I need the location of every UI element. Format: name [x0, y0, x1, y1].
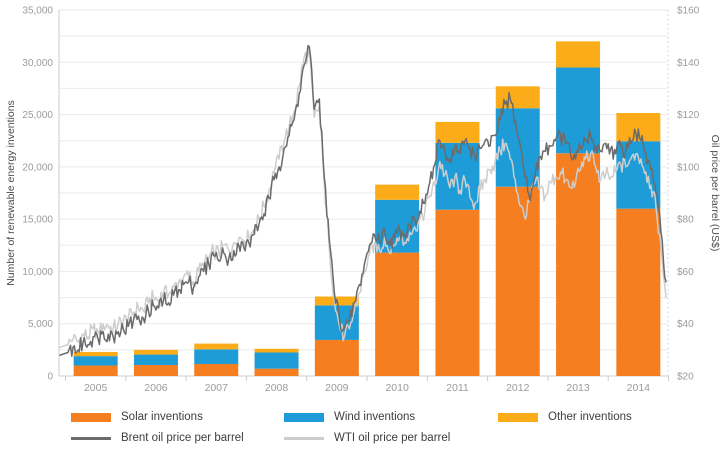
bars-group [73, 41, 661, 376]
bar-segment [254, 348, 299, 353]
axis-labels: 0 5,000 10,000 15,000 20,000 25,000 30,000 35,0… [5, 6, 721, 395]
x-tick-label: 2007 [205, 382, 229, 394]
bar-segment [616, 208, 661, 376]
y-left-tick-label: 10,000 [22, 267, 53, 278]
x-tick-label: 2006 [144, 382, 168, 394]
x-tick-label: 2012 [506, 382, 530, 394]
y-left-tick-label: 5,000 [28, 319, 53, 330]
y-right-tick-label: $40 [677, 319, 694, 330]
legend-label: WTI oil price per barrel [334, 432, 451, 444]
bar-segment [133, 349, 178, 355]
bar-segment [375, 199, 420, 253]
bar-segment [254, 352, 299, 369]
x-tick-label: 2013 [566, 382, 590, 394]
y-left-tick-label: 15,000 [22, 215, 53, 226]
legend-label: Solar inventions [121, 411, 203, 423]
y-right-tick-label: $160 [677, 6, 700, 17]
oil-price-lines [59, 44, 667, 357]
y-left-tick-label: 30,000 [22, 58, 53, 69]
bar-segment [194, 363, 239, 376]
legend-label: Other inventions [548, 411, 632, 423]
x-tick-label: 2008 [265, 382, 289, 394]
x-tick-label: 2010 [385, 382, 409, 394]
legend-item-solar: Solar inventions [71, 408, 203, 426]
legend-item-wind: Wind inventions [284, 408, 415, 426]
x-tick-label: 2009 [325, 382, 349, 394]
bar-segment [495, 186, 540, 376]
wti-price-line [59, 49, 667, 348]
bar-segment [73, 351, 118, 357]
bar-segment [375, 184, 420, 200]
x-tick-label: 2011 [446, 382, 469, 394]
legend-item-wti: WTI oil price per barrel [284, 429, 450, 447]
y-right-tick-label: $140 [677, 58, 700, 69]
solar-swatch-icon [71, 412, 111, 422]
y-right-tick-label: $80 [677, 215, 694, 226]
bar-segment [314, 339, 359, 376]
y-left-tick-label: 35,000 [22, 6, 53, 17]
y-left-axis-title: Number of renewable energy inventions [5, 100, 17, 286]
bar-segment [495, 86, 540, 109]
wti-line-swatch-icon [284, 436, 324, 440]
y-right-tick-label: $120 [677, 110, 700, 121]
bar-segment [435, 209, 480, 376]
bar-segment [556, 41, 601, 68]
bar-segment [194, 349, 239, 364]
bar-segment [73, 365, 118, 376]
legend-label: Brent oil price per barrel [121, 432, 244, 444]
bar-segment [616, 113, 661, 142]
bar-segment [194, 343, 239, 350]
y-left-tick-label: 0 [47, 372, 53, 383]
brent-line-swatch-icon [71, 436, 111, 440]
x-tick-label: 2014 [627, 382, 651, 394]
x-tick-label: 2005 [84, 382, 108, 394]
wind-swatch-icon [284, 412, 324, 422]
bar-segment [556, 153, 601, 376]
legend-item-brent: Brent oil price per barrel [71, 429, 244, 447]
legend-item-other: Other inventions [498, 408, 632, 426]
other-swatch-icon [498, 412, 538, 422]
y-left-tick-label: 25,000 [22, 110, 53, 121]
bar-segment [254, 368, 299, 376]
brent-price-line [59, 44, 667, 357]
legend-label: Wind inventions [334, 411, 416, 423]
y-right-tick-label: $60 [677, 267, 694, 278]
bar-segment [556, 67, 601, 154]
y-left-tick-label: 20,000 [22, 162, 53, 173]
bar-segment [133, 354, 178, 366]
bar-segment [133, 365, 178, 376]
y-right-tick-label: $100 [677, 162, 700, 173]
bar-segment [375, 252, 420, 376]
bar-segment [435, 121, 480, 143]
y-right-tick-label: $20 [677, 372, 694, 383]
bar-segment [73, 356, 118, 366]
y-right-axis-title: Oil price per barrel (US$) [709, 135, 721, 252]
